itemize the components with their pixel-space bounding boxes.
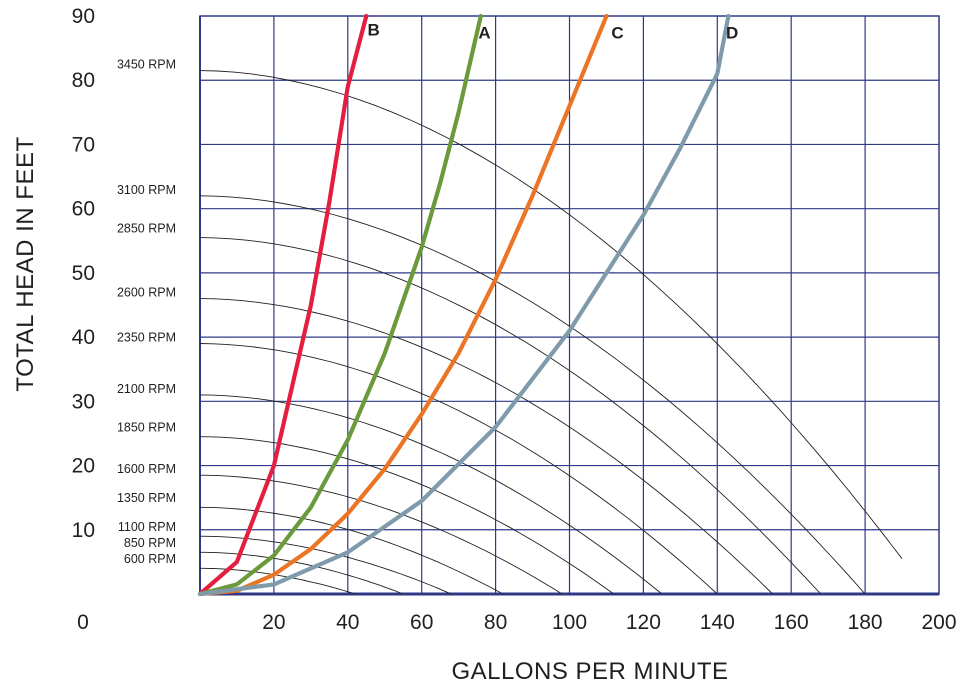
rpm-label: 2350 RPM: [117, 331, 176, 345]
y-tick-label: 40: [72, 326, 95, 349]
y-tick-label: 30: [72, 390, 95, 413]
rpm-label: 1600 RPM: [117, 462, 176, 476]
y-tick-label: 90: [72, 5, 95, 28]
curve-label-A: A: [478, 23, 490, 42]
x-tick-label: 120: [626, 611, 661, 634]
curve-label-C: C: [611, 23, 623, 42]
x-tick-label: 200: [921, 611, 956, 634]
grid: [199, 15, 940, 596]
tick-labels: 0 20 40 60 80 100 120 140 160 180 200 10 20 30 40 50 60 7…: [72, 5, 957, 634]
x-tick-label: 80: [484, 611, 507, 634]
pump-curve: [199, 506, 504, 595]
system-curves: [197, 13, 731, 597]
x-tick-label: 160: [774, 611, 809, 634]
pump-curve: [199, 343, 718, 595]
x-tick-label: 100: [552, 611, 587, 634]
y-axis-title: TOTAL HEAD IN FEET: [12, 136, 39, 392]
curve-label-B: B: [368, 20, 380, 39]
rpm-label: 600 RPM: [124, 552, 176, 566]
y-tick-label: 70: [72, 133, 95, 156]
pump-curve: [200, 551, 404, 595]
x-tick-label: 20: [262, 611, 285, 634]
pump-curve: [199, 394, 663, 595]
system-curve-B: [197, 13, 369, 597]
rpm-labels: 3450 RPM 3100 RPM 2850 RPM 2600 RPM 2350 RPM…: [117, 58, 176, 567]
y-tick-label: 20: [72, 455, 95, 478]
pump-curve: [199, 195, 866, 595]
rpm-label: 1350 RPM: [117, 491, 176, 505]
y-tick-label: 10: [72, 519, 95, 542]
y-tick-label: 80: [72, 69, 95, 92]
rpm-label: 3450 RPM: [117, 58, 176, 72]
rpm-label: 850 RPM: [124, 536, 176, 550]
system-curve-A: [197, 13, 483, 597]
x-axis-title: GALLONS PER MINUTE: [451, 658, 729, 685]
pump-curve: [199, 436, 615, 595]
pump-curve: [199, 298, 774, 595]
rpm-label: 2100 RPM: [117, 382, 176, 396]
rpm-label: 3100 RPM: [117, 183, 176, 197]
pump-curve: [199, 237, 822, 595]
x-tick-label: 60: [410, 611, 433, 634]
curve-label-D: D: [726, 23, 738, 42]
x-tick-label: 180: [848, 611, 883, 634]
x-tick-label: 40: [336, 611, 359, 634]
pump-curve: [199, 70, 903, 559]
y-tick-label: 50: [72, 262, 95, 285]
rpm-label: 2850 RPM: [117, 221, 176, 235]
pump-curve: [199, 474, 563, 595]
rpm-label: 2600 RPM: [117, 286, 176, 300]
y-tick-label: 60: [72, 198, 95, 221]
x-tick-label: 0: [77, 611, 89, 634]
rpm-label: 1100 RPM: [118, 520, 176, 534]
system-curve-D: [197, 13, 731, 597]
rpm-label: 1850 RPM: [117, 420, 176, 434]
pump-curve: [199, 535, 452, 595]
pump-curves: [199, 70, 903, 595]
x-tick-label: 140: [700, 611, 735, 634]
system-curve-C: [197, 13, 609, 597]
